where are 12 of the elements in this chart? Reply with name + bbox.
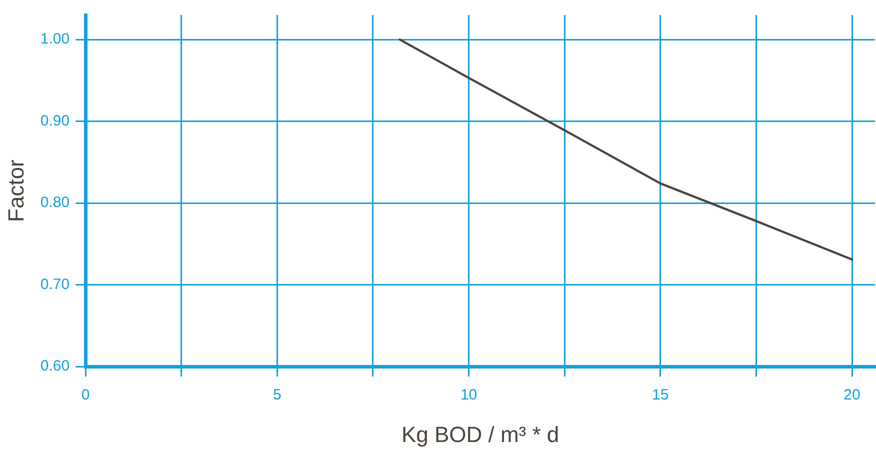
y-tick-label: 0.90 bbox=[40, 112, 70, 130]
x-tick-label: 5 bbox=[273, 386, 282, 404]
x-tick-label: 20 bbox=[844, 386, 860, 404]
x-axis-title: Kg BOD / m³ * d bbox=[401, 422, 560, 447]
y-tick-label: 1.00 bbox=[40, 30, 70, 48]
x-tick-label: 10 bbox=[460, 386, 478, 404]
y-tick-label: 0.60 bbox=[40, 358, 70, 375]
x-tick-label: 15 bbox=[652, 386, 669, 404]
y-axis-title: Factor bbox=[3, 160, 28, 222]
x-tick-label: 0 bbox=[81, 386, 90, 404]
y-tick-label: 0.70 bbox=[40, 276, 70, 293]
y-tick-label: 0.80 bbox=[40, 194, 70, 212]
